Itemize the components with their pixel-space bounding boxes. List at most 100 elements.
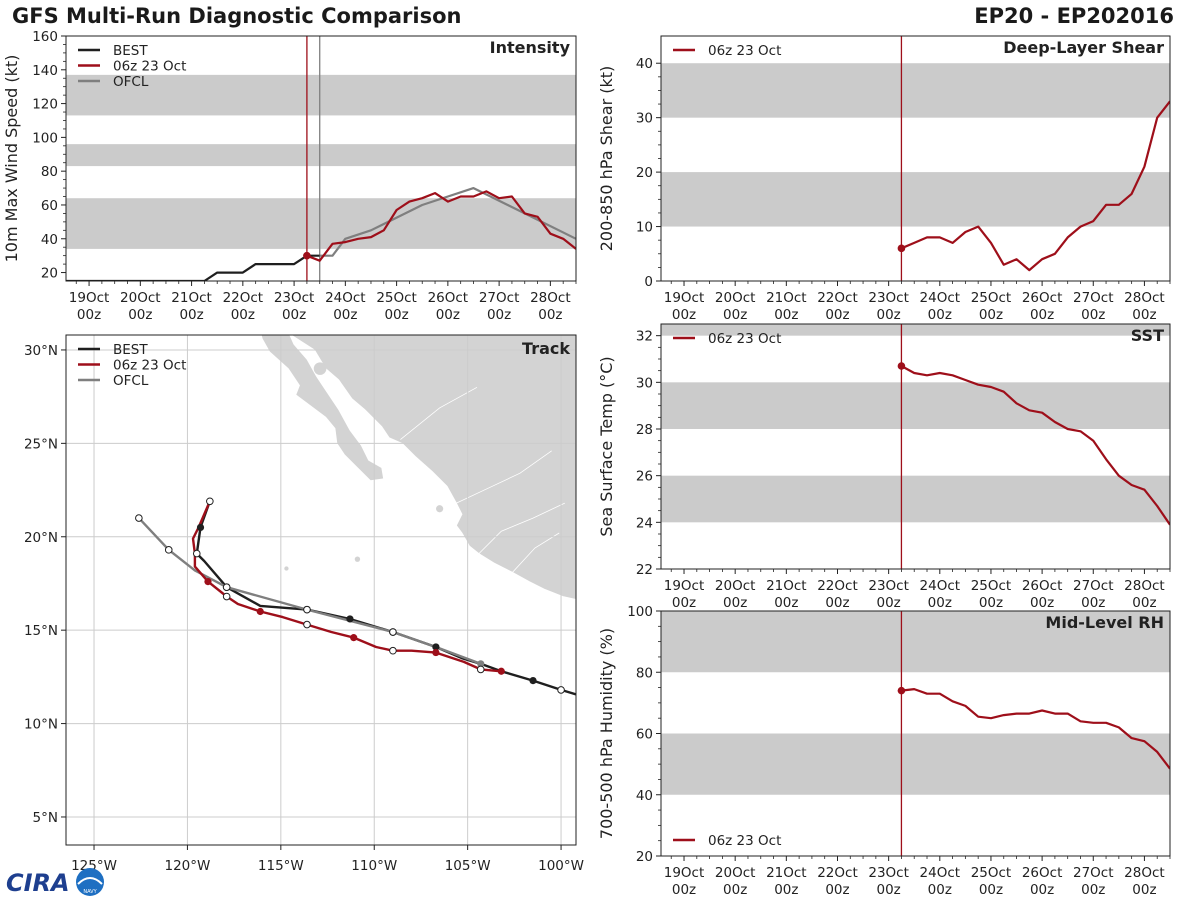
sst-ytick-label: 28 <box>636 422 653 438</box>
track-point-open <box>389 628 397 636</box>
sst-xtick-label-date: 24Oct <box>920 578 961 594</box>
intensity-ytick-label: 80 <box>41 164 58 180</box>
land-island-2 <box>284 566 289 571</box>
intensity-xtick-label-date: 28Oct <box>530 290 571 306</box>
sst-ytick-label: 24 <box>636 515 653 531</box>
rh-xtick-label-hour: 00z <box>979 882 1003 898</box>
track-point-open <box>192 549 201 558</box>
track-xtick-label: 105°W <box>445 858 491 874</box>
sst-frame <box>660 323 1171 570</box>
shear-xtick-label-date: 21Oct <box>766 290 807 306</box>
track-point-open <box>303 620 311 629</box>
state-border-3 <box>512 532 560 573</box>
shear-ytick-label: 30 <box>636 111 653 127</box>
shear-xtick-label-hour: 00z <box>672 307 696 323</box>
intensity-xtick-label-hour: 00z <box>179 307 203 323</box>
track-ytick-label: 30°N <box>24 343 58 359</box>
track-xtick-label: 100°W <box>538 858 584 874</box>
sst-xtick-label-hour: 00z <box>1081 595 1105 611</box>
sst-title: SST <box>1131 326 1164 345</box>
intensity-xtick-label-date: 19Oct <box>69 290 110 306</box>
intensity-ytick-label: 40 <box>41 232 58 248</box>
shear-xtick-label-hour: 00z <box>723 307 747 323</box>
rh-series-0 <box>901 687 1170 770</box>
track-point-filled <box>204 577 212 586</box>
shear-xtick-label-date: 23Oct <box>868 290 909 306</box>
intensity-panel: 2040608010012014016019Oct00z20Oct00z21Oc… <box>2 29 577 323</box>
intensity-series-1 <box>319 187 576 257</box>
sst-ytick-label: 32 <box>636 329 653 345</box>
logo-sub-text: NAVY <box>83 889 97 895</box>
shear-panel: 01020304019Oct00z20Oct00z21Oct00z22Oct00… <box>597 35 1171 323</box>
rh-xtick-label-date: 26Oct <box>1022 865 1063 881</box>
rh-xtick-label-hour: 00z <box>1081 882 1105 898</box>
sst-xtick-label-date: 26Oct <box>1022 578 1063 594</box>
shear-xtick-label-hour: 00z <box>1081 307 1105 323</box>
intensity-frame <box>65 35 577 282</box>
sst-legend-label-0: 06z 23 Oct <box>708 331 781 347</box>
track-legend-label-0: BEST <box>113 342 148 358</box>
track-ytick-label: 25°N <box>24 436 58 452</box>
track-point-open <box>222 592 231 601</box>
shear-xtick-label-hour: 00z <box>877 307 901 323</box>
shear-xtick-label-date: 22Oct <box>817 290 858 306</box>
rh-xtick-label-date: 23Oct <box>868 865 909 881</box>
rh-panel: 2040608010019Oct00z20Oct00z21Oct00z22Oct… <box>597 604 1171 898</box>
intensity-ytick-label: 60 <box>41 198 58 214</box>
intensity-xtick-label-hour: 00z <box>128 307 152 323</box>
shear-title: Deep-Layer Shear <box>1003 38 1164 57</box>
shear-ylabel: 200-850 hPa Shear (kt) <box>597 66 616 252</box>
track-point-filled <box>256 607 264 616</box>
sst-xtick-label-date: 27Oct <box>1073 578 1114 594</box>
track-point-filled <box>432 648 440 657</box>
sst-xtick-label-date: 22Oct <box>817 578 858 594</box>
shear-band-1 <box>661 63 1170 118</box>
sst-series-0-start-marker <box>897 362 906 370</box>
rh-xtick-label-date: 27Oct <box>1073 865 1114 881</box>
track-point-filled <box>477 660 485 668</box>
land-island-0 <box>313 362 327 375</box>
rh-xtick-label-date: 22Oct <box>817 865 858 881</box>
sst-xtick-label-date: 23Oct <box>868 578 909 594</box>
land-baja-peninsula <box>260 335 385 482</box>
rh-xtick-label-hour: 00z <box>1132 882 1156 898</box>
track-line-1 <box>138 517 482 665</box>
rh-xtick-label-date: 19Oct <box>664 865 705 881</box>
intensity-legend-label-2: OFCL <box>113 74 149 90</box>
rh-xtick-label-hour: 00z <box>877 882 901 898</box>
shear-ytick-label: 0 <box>644 274 653 290</box>
cira-logo: CIRA NAVY <box>6 868 104 897</box>
shear-xtick-label-date: 26Oct <box>1022 290 1063 306</box>
intensity-xtick-label-date: 20Oct <box>120 290 161 306</box>
sst-series-0 <box>900 365 1170 526</box>
intensity-legend-label-0: BEST <box>113 43 148 59</box>
track-point-open <box>389 646 397 655</box>
rh-xtick-label-date: 20Oct <box>715 865 756 881</box>
globe-icon <box>76 868 104 896</box>
rh-ytick-label: 100 <box>627 604 653 620</box>
track-point-filled <box>529 677 537 685</box>
sst-ytick-label: 30 <box>636 375 653 391</box>
sst-xtick-label-hour: 00z <box>928 595 952 611</box>
track-legend-label-2: OFCL <box>113 373 149 389</box>
state-border-0 <box>400 386 478 440</box>
sst-band-1 <box>661 382 1170 429</box>
shear-xtick-label-hour: 00z <box>1030 307 1054 323</box>
shear-xtick-label-date: 25Oct <box>971 290 1012 306</box>
intensity-title: Intensity <box>490 38 571 57</box>
rh-band-1 <box>661 611 1170 673</box>
sst-ytick-label: 22 <box>636 562 653 578</box>
intensity-xtick-label-date: 27Oct <box>479 290 520 306</box>
sst-ylabel: Sea Surface Temp (°C) <box>597 356 616 536</box>
track-point-filled <box>432 643 440 651</box>
logo-cira-text: CIRA <box>6 869 70 897</box>
track-point-open <box>135 514 143 522</box>
sst-band-0 <box>661 475 1170 523</box>
shear-xtick-label-hour: 00z <box>1132 307 1156 323</box>
rh-xtick-label-hour: 00z <box>928 882 952 898</box>
rh-xtick-label-hour: 00z <box>825 882 849 898</box>
land-island-1 <box>354 556 361 562</box>
intensity-ytick-label: 160 <box>32 29 58 45</box>
sst-xtick-label-hour: 00z <box>723 595 747 611</box>
sst-xtick-label-date: 21Oct <box>766 578 807 594</box>
